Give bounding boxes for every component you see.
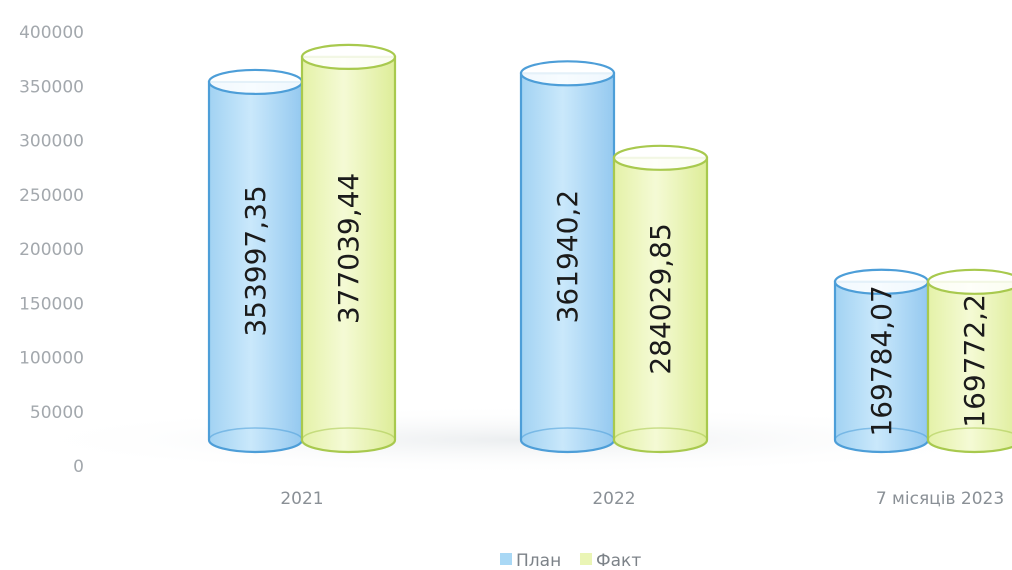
bars-group: 353997,35 377039,44 361940,2 284029,85 16978… — [207, 43, 1012, 454]
y-tick-label: 200000 — [19, 240, 84, 260]
data-label: 361940,2 — [551, 190, 584, 324]
data-label: 169784,07 — [865, 285, 898, 436]
legend-swatch — [580, 553, 592, 565]
x-axis-category-labels: 2021 2022 7 місяців 2023 — [280, 489, 1004, 509]
cylinder-base-back-edge — [613, 427, 708, 441]
cylinder-top — [612, 144, 709, 171]
cylinder-body — [833, 280, 930, 454]
y-tick-label: 150000 — [19, 294, 84, 314]
cylinder-body — [926, 280, 1012, 454]
data-label: 353997,35 — [239, 185, 272, 336]
data-label: 377039,44 — [332, 173, 365, 324]
y-tick-label: 300000 — [19, 132, 84, 152]
legend-swatch — [500, 553, 512, 565]
x-tick-label: 7 місяців 2023 — [876, 489, 1004, 509]
y-tick-label: 350000 — [19, 77, 84, 97]
legend-label: План — [516, 551, 561, 570]
cylinder-body — [300, 55, 397, 454]
cylinder-top — [926, 268, 1012, 295]
bar-fact: 169772,2 — [926, 268, 1012, 454]
cylinder-base-back-edge — [927, 427, 1012, 441]
y-axis-tick-labels: 0 50000 100000 150000 200000 250000 300000 3500… — [19, 23, 84, 477]
y-tick-label: 400000 — [19, 23, 84, 43]
cylinder-top — [519, 60, 616, 87]
x-tick-label: 2021 — [280, 489, 323, 509]
cylinder-body — [207, 80, 304, 454]
cylinder-top — [300, 43, 397, 71]
cylinder-base-back-edge — [301, 427, 396, 441]
data-label: 169772,2 — [958, 294, 991, 428]
cylinder-body — [519, 72, 616, 454]
data-label: 284029,85 — [644, 223, 677, 374]
cylinder-base-back-edge — [834, 427, 929, 441]
y-tick-label: 50000 — [30, 403, 84, 423]
cylinder-base-back-edge — [208, 427, 303, 441]
legend: План Факт — [500, 551, 641, 570]
y-tick-label: 250000 — [19, 186, 84, 206]
x-tick-label: 2022 — [592, 489, 635, 509]
bar-plan: 169784,07 — [833, 268, 930, 454]
cylinder-base-back-edge — [520, 427, 615, 441]
bar-plan: 353997,35 — [207, 68, 304, 454]
cylinder-top — [207, 68, 304, 96]
legend-label: Факт — [596, 551, 641, 570]
bar-fact: 284029,85 — [612, 144, 709, 454]
y-tick-label: 100000 — [19, 349, 84, 369]
cylinder-body — [612, 156, 709, 454]
y-tick-label: 0 — [73, 457, 84, 477]
bar-fact: 377039,44 — [300, 43, 397, 454]
bar-plan: 361940,2 — [519, 60, 616, 454]
